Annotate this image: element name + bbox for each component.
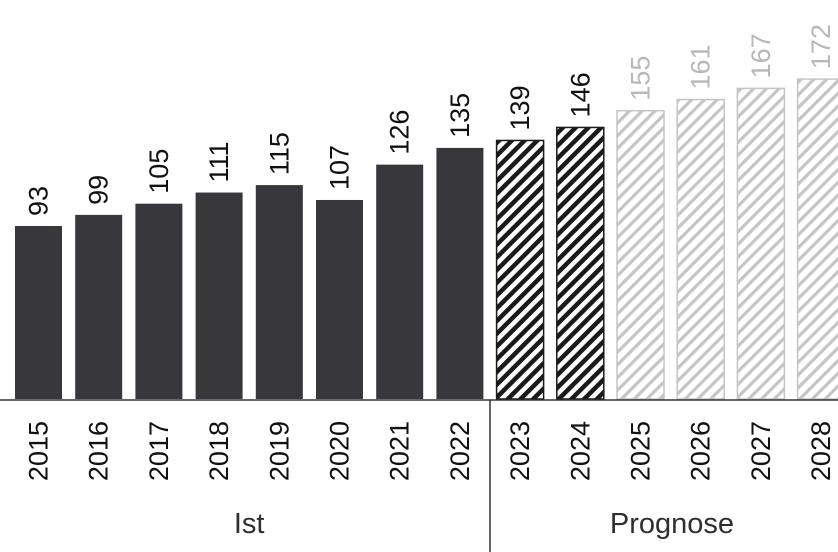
tick-label-2028: 2028 — [806, 421, 836, 481]
tick-label-2017: 2017 — [144, 421, 174, 481]
value-label-2024: 146 — [565, 72, 595, 117]
bar-2020 — [316, 199, 363, 399]
tick-label-2015: 2015 — [24, 421, 54, 481]
bar-2017 — [135, 203, 183, 399]
group-label-prognose: Prognose — [610, 508, 734, 540]
bar-2027 — [736, 87, 786, 400]
tick-label-2021: 2021 — [385, 421, 415, 481]
tick-label-2023: 2023 — [505, 421, 535, 481]
value-label-2028: 172 — [806, 24, 836, 69]
value-label-2022: 135 — [445, 93, 475, 138]
bar-2015 — [15, 226, 62, 399]
tick-labels-layer: 2015 2016 2017 2018 2019 2020 2021 2022 2023 2024… — [24, 421, 837, 481]
value-label-2018: 111 — [204, 141, 234, 182]
value-label-2017: 105 — [144, 149, 174, 194]
bars-layer — [15, 78, 838, 400]
bar-2019 — [255, 185, 303, 399]
bar-2023 — [495, 139, 545, 400]
value-label-2016: 99 — [84, 175, 114, 205]
group-labels-layer: Ist Prognose — [234, 508, 734, 540]
tick-label-2026: 2026 — [686, 421, 716, 481]
tick-label-2020: 2020 — [325, 421, 355, 481]
value-label-2020: 107 — [325, 145, 355, 190]
value-label-2015: 93 — [24, 186, 54, 216]
tick-label-2018: 2018 — [204, 421, 234, 481]
bar-2024 — [556, 126, 605, 400]
bar-2026 — [676, 98, 725, 400]
value-label-2019: 115 — [264, 132, 294, 175]
bar-2018 — [195, 192, 243, 399]
tick-label-2022: 2022 — [445, 421, 475, 481]
value-label-2027: 167 — [746, 33, 776, 78]
tick-label-2027: 2027 — [746, 421, 776, 481]
bar-2021 — [376, 164, 424, 399]
bar-2025 — [616, 109, 665, 400]
tick-label-2019: 2019 — [264, 421, 294, 481]
value-label-2025: 155 — [626, 56, 656, 101]
value-label-2023: 139 — [505, 85, 535, 130]
bar-2022 — [436, 147, 484, 399]
bar-2016 — [75, 214, 123, 399]
value-label-2026: 161 — [686, 44, 716, 89]
bar-2028 — [796, 78, 838, 400]
value-labels-layer: 93 99 105 111 115 107 126 135 139 146 155 161 167 172 — [24, 24, 837, 216]
tick-label-2024: 2024 — [565, 421, 595, 481]
tick-label-2016: 2016 — [84, 421, 114, 481]
tick-label-2025: 2025 — [626, 421, 656, 481]
group-label-ist: Ist — [234, 508, 265, 540]
value-label-2021: 126 — [385, 110, 415, 155]
